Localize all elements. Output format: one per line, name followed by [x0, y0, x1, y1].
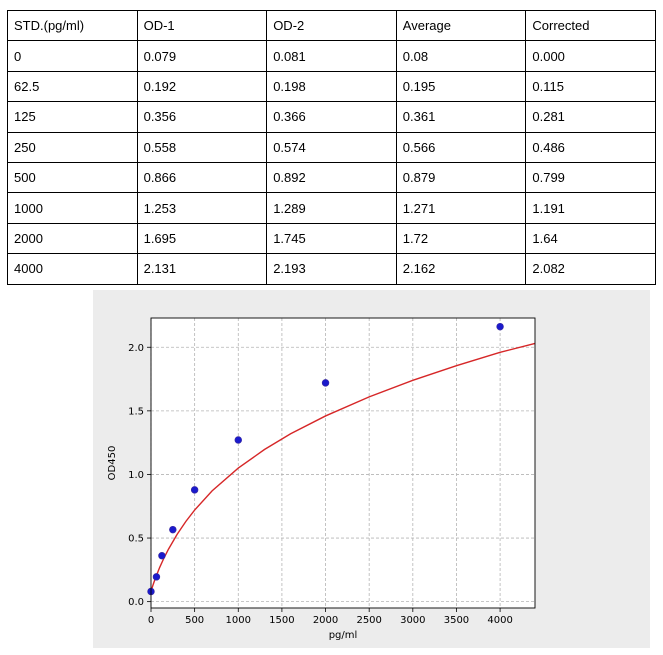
table-cell: 2.162 [395, 253, 527, 285]
data-point [321, 379, 330, 387]
table-header-cell: Corrected [525, 9, 656, 42]
y-tick-label: 0.0 [128, 597, 144, 608]
table-cell: 1.695 [136, 222, 268, 255]
table-cell: 1.253 [136, 192, 268, 224]
table-cell: 0.356 [136, 101, 268, 133]
table-cell: 0.08 [395, 40, 527, 72]
data-point [169, 525, 177, 534]
table-cell: 250 [7, 131, 138, 163]
table-header-cell: Average [395, 9, 527, 42]
table-row: 0 0.079 0.081 0.08 0.000 [7, 40, 656, 72]
standard-curve-table: STD.(pg/ml) OD-1 OD-2 Average Corrected 0 0.07… [7, 9, 656, 285]
table-row: 62.5 0.192 0.198 0.195 0.115 [7, 70, 656, 103]
plot-area [151, 318, 535, 608]
x-tick-label: 500 [185, 615, 204, 626]
standard-curve-chart: 0 500 1000 1500 2000 2500 3000 3500 4000 0.0 0.5 1.… [107, 317, 536, 641]
table-cell: 0.574 [266, 131, 397, 163]
table-cell: 0.866 [136, 161, 268, 194]
table-cell: 2.193 [266, 253, 397, 285]
data-point [158, 552, 166, 560]
y-tick-label: 1.5 [128, 406, 144, 417]
chart-panel: 0 500 1000 1500 2000 2500 3000 3500 4000 0.0 0.5 1.… [93, 290, 650, 648]
table-cell: 125 [7, 101, 138, 133]
x-tick-label: 1000 [226, 615, 251, 626]
fitted-curve-line [150, 342, 536, 592]
table-cell: 0.198 [266, 70, 397, 103]
table-cell: 0.558 [136, 131, 268, 163]
table-header-cell: STD.(pg/ml) [7, 9, 138, 42]
x-axis-label: pg/ml [329, 630, 358, 641]
table-cell: 1.72 [395, 222, 527, 255]
y-axis-label: OD450 [107, 446, 118, 481]
table-cell: 0.195 [395, 70, 527, 103]
table-cell: 0.799 [525, 161, 656, 194]
table-cell: 0.000 [525, 40, 656, 72]
x-tick-label: 0 [148, 615, 154, 626]
y-tick-label: 0.5 [128, 534, 144, 545]
table-cell: 0.081 [266, 40, 397, 72]
table-row: 4000 2.131 2.193 2.162 2.082 [7, 253, 656, 285]
y-tick-label: 1.0 [128, 470, 144, 481]
x-tick-label: 2500 [356, 615, 381, 626]
y-tick-label: 2.0 [128, 343, 144, 354]
table-cell: 0 [7, 40, 138, 72]
table-row: 1000 1.253 1.289 1.271 1.191 [7, 192, 656, 224]
table-cell: 2000 [7, 222, 138, 255]
table-row: 250 0.558 0.574 0.566 0.486 [7, 131, 656, 163]
table-cell: 1.64 [525, 222, 656, 255]
table-row: 500 0.866 0.892 0.879 0.799 [7, 161, 656, 194]
table-cell: 500 [7, 161, 138, 194]
x-tick-label: 3000 [400, 615, 425, 626]
table-row: 2000 1.695 1.745 1.72 1.64 [7, 222, 656, 255]
x-tick-label: 3500 [444, 615, 469, 626]
table-cell: 2.082 [525, 253, 656, 285]
plot-frame [150, 317, 536, 609]
x-tick-label: 4000 [487, 615, 512, 626]
table-cell: 1.191 [525, 192, 656, 224]
table-cell: 1.271 [395, 192, 527, 224]
data-point [152, 573, 161, 581]
table-cell: 0.366 [266, 101, 397, 133]
table-cell: 0.879 [395, 161, 527, 194]
table-cell: 0.281 [525, 101, 656, 133]
table-cell: 1.289 [266, 192, 397, 224]
table-header-cell: OD-2 [266, 9, 397, 42]
x-tick-label: 1500 [269, 615, 294, 626]
x-tick-label: 2000 [313, 615, 338, 626]
table-cell: 0.115 [525, 70, 656, 103]
table-cell: 62.5 [7, 70, 138, 103]
table-cell: 4000 [7, 253, 138, 285]
data-point [496, 322, 504, 331]
table-cell: 0.079 [136, 40, 268, 72]
table-cell: 0.566 [395, 131, 527, 163]
data-point [234, 436, 242, 444]
table-cell: 0.892 [266, 161, 397, 194]
table-row: 125 0.356 0.366 0.361 0.281 [7, 101, 656, 133]
table-cell: 0.192 [136, 70, 268, 103]
table-cell: 1.745 [266, 222, 397, 255]
table-cell: 0.486 [525, 131, 656, 163]
table-header-cell: OD-1 [136, 9, 268, 42]
table-cell: 1000 [7, 192, 138, 224]
table-header-row: STD.(pg/ml) OD-1 OD-2 Average Corrected [7, 9, 656, 42]
data-point [190, 486, 199, 494]
table-cell: 2.131 [136, 253, 268, 285]
table-cell: 0.361 [395, 101, 527, 133]
